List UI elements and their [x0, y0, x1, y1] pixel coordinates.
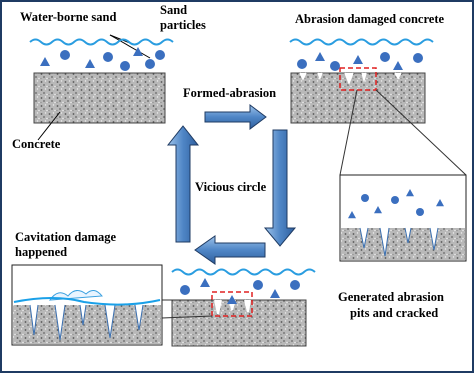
- zoom-box: [339, 67, 377, 91]
- zoom-line: [375, 89, 467, 176]
- arrow-down: [263, 129, 297, 247]
- sand-triangle: [353, 55, 363, 64]
- label: Concrete: [12, 137, 61, 151]
- zoom-box: [211, 291, 253, 317]
- inset-concrete: [341, 228, 465, 260]
- label: Formed-abrasion: [183, 86, 276, 100]
- sand-triangle: [200, 278, 210, 287]
- sand-circle: [103, 52, 113, 62]
- sand-circle: [391, 196, 399, 204]
- concrete-block: [33, 72, 166, 124]
- sand-circle: [180, 285, 190, 295]
- label: Cavitation damage happened: [15, 230, 116, 259]
- sand-circle: [330, 61, 340, 71]
- sand-circle: [253, 280, 263, 290]
- sand-circle: [297, 59, 307, 69]
- label: Vicious circle: [195, 180, 267, 194]
- zoom-line: [161, 315, 213, 319]
- sand-circle: [60, 50, 70, 60]
- label: Sand particles: [160, 3, 206, 32]
- zoom-line: [339, 89, 358, 176]
- sand-circle: [120, 61, 130, 71]
- sand-circle: [380, 52, 390, 62]
- water-wave: [29, 38, 174, 46]
- pointer: [109, 34, 151, 59]
- sand-circle: [155, 50, 165, 60]
- water-line: [13, 297, 161, 306]
- label: Generated abrasion pits and cracked: [338, 290, 444, 320]
- sand-triangle: [393, 61, 403, 70]
- sand-circle: [361, 194, 369, 202]
- arrow-left: [194, 235, 266, 265]
- water-wave: [289, 38, 434, 46]
- sand-triangle: [40, 57, 50, 66]
- sand-triangle: [348, 211, 356, 219]
- sand-triangle: [315, 52, 325, 61]
- sand-triangle: [270, 289, 280, 298]
- arrow-up: [166, 125, 200, 243]
- water-wave: [171, 268, 316, 276]
- sand-triangle: [85, 59, 95, 68]
- damaged-concrete-block: [290, 72, 426, 124]
- sand-circle: [413, 53, 423, 63]
- label: Water-borne sand: [20, 10, 116, 24]
- arrow-right: [204, 104, 267, 130]
- sand-triangle: [227, 295, 237, 304]
- pits: [299, 72, 402, 86]
- sand-triangle: [406, 189, 414, 197]
- sand-triangle: [374, 206, 382, 214]
- sand-triangle: [436, 199, 444, 207]
- cavitated-concrete-block: [171, 299, 307, 347]
- pointer: [37, 111, 61, 141]
- label: Abrasion damaged concrete: [295, 12, 445, 26]
- sand-triangle: [133, 47, 143, 56]
- sand-circle: [145, 59, 155, 69]
- cracks: [29, 304, 144, 341]
- sand-circle: [290, 280, 300, 290]
- cracks: [359, 227, 439, 257]
- sand-circle: [416, 208, 424, 216]
